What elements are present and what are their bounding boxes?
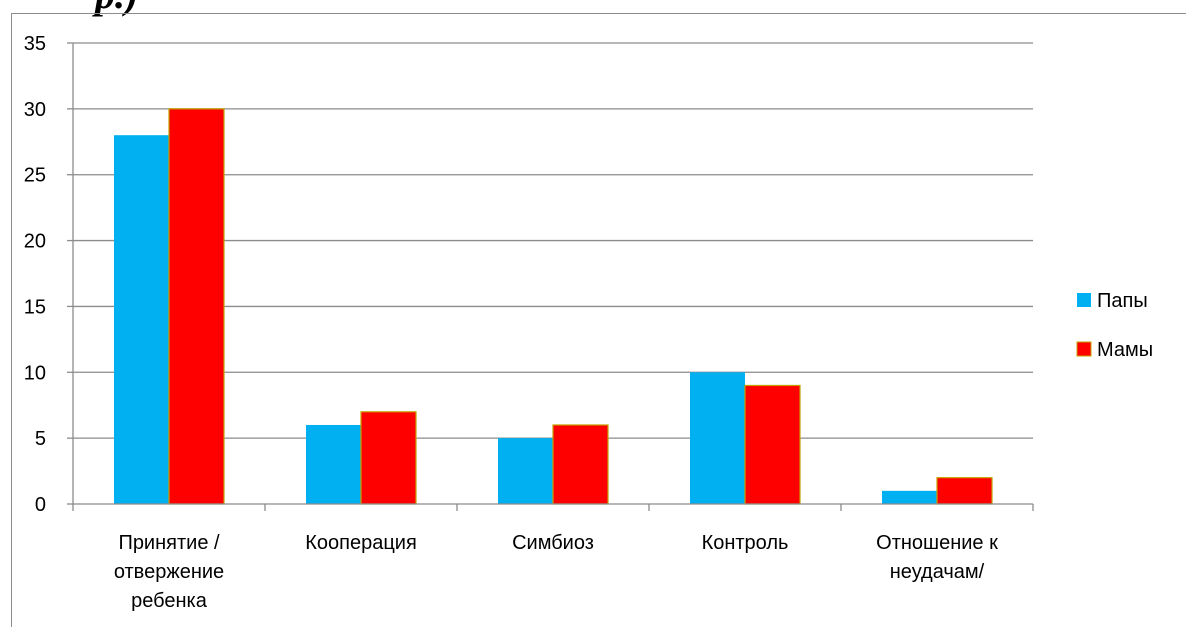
y-tick-label: 30 [24, 99, 46, 121]
y-tick-label: 35 [24, 33, 46, 55]
legend-swatch [1076, 341, 1092, 357]
y-tick-label: 0 [35, 494, 46, 516]
legend-label: Мамы [1097, 339, 1153, 361]
legend: Папы Мамы [1076, 290, 1153, 361]
category-label: Принятие / отвержение ребенка [114, 532, 224, 612]
bar-mamy [360, 411, 417, 505]
y-tick-labels: 0 5 10 15 20 25 30 35 [24, 33, 46, 516]
bar-mamy [936, 477, 993, 505]
y-tick-label: 5 [35, 428, 46, 450]
axes [67, 42, 1034, 511]
bar-papy [114, 135, 169, 504]
y-tick-label: 25 [24, 165, 46, 187]
category-label: Контроль [702, 532, 789, 554]
gridlines [73, 42, 1033, 439]
bar-mamy [168, 108, 225, 505]
bars [114, 108, 993, 505]
bar-papy [306, 424, 361, 504]
category-label: Отношение к неудачам/ [876, 532, 998, 583]
bar-papy [690, 372, 745, 504]
chart-frame [11, 13, 1186, 627]
category-labels: Принятие / отвержение ребенка Кооперация Сим… [114, 532, 998, 612]
bar-mamy [744, 384, 801, 505]
y-tick-label: 20 [24, 231, 46, 253]
partial-title: р.) [95, 0, 138, 18]
bar-mamy [552, 424, 609, 505]
category-label: Симбиоз [512, 532, 594, 554]
category-label: Кооперация [305, 532, 417, 554]
bar-papy [498, 438, 553, 504]
legend-swatch [1077, 293, 1091, 307]
bar-papy [882, 490, 937, 504]
legend-label: Папы [1097, 290, 1148, 312]
y-tick-label: 15 [24, 296, 46, 318]
y-tick-label: 10 [24, 362, 46, 384]
